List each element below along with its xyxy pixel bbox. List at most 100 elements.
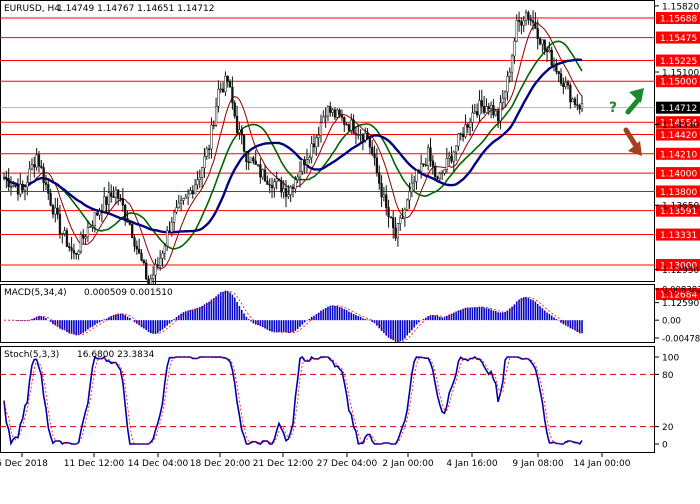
candle-body <box>357 134 360 136</box>
candle-body <box>5 177 8 179</box>
chart-header-ohlc: 1.14749 1.14767 1.14651 1.14712 <box>57 4 214 14</box>
candle-body <box>228 81 232 88</box>
candle-body <box>242 134 246 152</box>
candle-body <box>513 40 516 57</box>
candle-body <box>410 182 414 193</box>
candle-body <box>58 214 62 235</box>
candle-body <box>403 209 407 219</box>
candle-body <box>145 262 148 280</box>
time-tick-label: 4 Jan 16:00 <box>446 459 498 469</box>
candle-body <box>466 124 469 128</box>
time-tick-label: 6 Dec 2018 <box>0 459 48 469</box>
candle-body <box>21 183 24 191</box>
candle-body <box>44 182 48 185</box>
candle-body <box>191 190 194 195</box>
candle-body <box>42 167 45 183</box>
candle-body <box>35 154 38 168</box>
candle-body <box>210 124 213 150</box>
current-price-label: 1.14712 <box>660 104 697 114</box>
candle-body <box>387 207 390 217</box>
candle-body <box>280 180 283 193</box>
candle-body <box>543 39 546 50</box>
candle-body <box>186 193 190 198</box>
candle-body <box>217 88 220 107</box>
candle-body <box>501 97 504 104</box>
candle-body <box>406 199 409 211</box>
candle-body <box>131 224 134 238</box>
candle-body <box>375 157 379 173</box>
candle-body <box>135 246 138 250</box>
candle-body <box>177 202 180 208</box>
time-tick-label: 21 Dec 12:00 <box>253 459 314 469</box>
time-tick-label: 9 Jan 08:00 <box>512 459 564 469</box>
candle-body <box>63 230 66 234</box>
candle-body <box>152 274 155 280</box>
candle-body <box>256 164 260 166</box>
candle-body <box>203 156 206 169</box>
candle-body <box>569 84 572 103</box>
level-label-bg <box>656 54 700 67</box>
candle-body <box>548 49 551 52</box>
candle-body <box>128 222 132 225</box>
candle-body <box>28 168 31 183</box>
candle-body <box>408 191 411 201</box>
candle-body <box>401 217 404 219</box>
candle-body <box>235 115 239 133</box>
candle-body <box>138 248 141 254</box>
candle-body <box>261 169 264 178</box>
macd-tick-label: -0.004787 <box>662 335 700 345</box>
arrow-down-icon <box>623 127 639 149</box>
sma-mid-line <box>3 40 583 250</box>
candle-body <box>9 186 13 188</box>
candle-body <box>450 155 453 162</box>
candle-body <box>284 188 288 197</box>
candle-body <box>156 264 159 266</box>
candle-body <box>49 192 52 206</box>
candle-body <box>550 49 553 66</box>
candle-body <box>65 230 69 247</box>
candle-body <box>266 180 269 185</box>
candle-body <box>240 129 243 136</box>
candle-body <box>182 198 185 201</box>
candle-body <box>91 225 94 228</box>
time-tick-label: 14 Dec 04:00 <box>128 459 189 469</box>
candle-body <box>378 172 381 184</box>
candle-body <box>517 20 521 22</box>
candle-body <box>417 170 421 172</box>
candle-body <box>385 194 388 208</box>
candle-body <box>298 171 302 178</box>
candle-body <box>536 28 539 40</box>
candle-body <box>252 157 255 162</box>
candle-body <box>457 133 460 147</box>
stoch-tick-label: 80 <box>662 371 674 381</box>
candle-body <box>16 185 20 195</box>
candle-body <box>578 105 581 110</box>
candle-body <box>531 20 535 23</box>
candle-body <box>30 164 34 170</box>
macd-signal-line <box>4 290 583 342</box>
candle-body <box>468 122 472 128</box>
level-label: 1.13000 <box>660 261 697 271</box>
candle-body <box>37 154 41 167</box>
candle-body <box>420 163 423 172</box>
macd-values: 0.000509 0.001510 <box>84 288 173 298</box>
candle-body <box>12 185 15 187</box>
candle-body <box>84 236 87 239</box>
candle-body <box>368 136 372 148</box>
candle-body <box>275 178 278 182</box>
candle-body <box>347 124 351 131</box>
stoch-title: Stoch(5,3,3) <box>4 350 59 360</box>
candle-body <box>117 189 120 199</box>
candle-body <box>345 124 348 126</box>
candle-body <box>333 109 337 118</box>
candle-body <box>142 260 145 264</box>
candle-body <box>119 198 122 200</box>
candle-body <box>259 164 262 178</box>
arrow-up-icon-head <box>629 88 644 103</box>
candle-body <box>219 88 222 91</box>
candle-body <box>396 223 400 239</box>
candle-body <box>154 264 157 276</box>
candle-body <box>326 106 330 117</box>
candle-body <box>566 82 570 86</box>
